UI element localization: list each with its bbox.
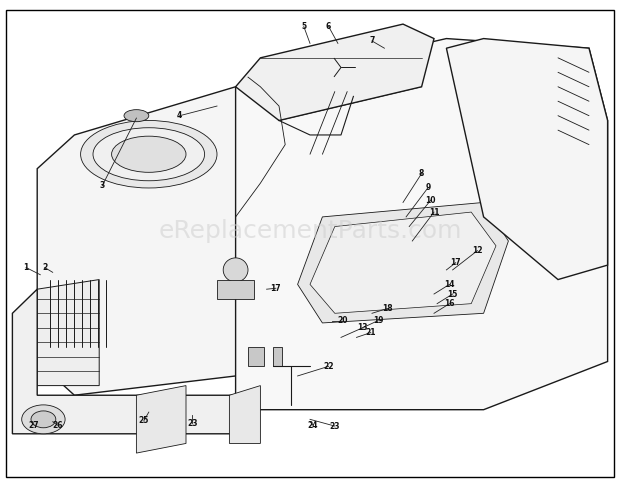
Text: 25: 25 [139,416,149,425]
Text: 3: 3 [100,181,105,190]
Ellipse shape [327,56,355,79]
Ellipse shape [31,411,56,428]
Polygon shape [12,289,236,434]
Bar [248,347,264,366]
Text: 20: 20 [337,316,347,325]
Polygon shape [446,39,608,280]
Text: 16: 16 [445,299,454,308]
Bar [273,347,282,366]
Text: 21: 21 [366,328,376,337]
Text: 22: 22 [324,362,334,371]
Text: 17: 17 [450,258,461,267]
Text: 8: 8 [419,169,424,178]
Text: 17: 17 [270,284,281,293]
Text: 2: 2 [42,263,47,272]
Text: 12: 12 [472,246,482,255]
Text: 6: 6 [326,22,331,31]
Ellipse shape [81,120,217,188]
Text: 1: 1 [24,263,29,272]
Ellipse shape [93,128,205,181]
Text: 23: 23 [330,422,340,430]
Text: 23: 23 [187,419,197,428]
Text: 18: 18 [382,304,393,313]
Ellipse shape [336,64,346,71]
Bar [217,280,254,299]
Text: 5: 5 [301,22,306,31]
Text: 14: 14 [445,280,454,289]
Text: 27: 27 [29,421,40,429]
Text: 13: 13 [358,323,368,332]
Text: 15: 15 [448,290,458,298]
Polygon shape [37,87,279,395]
Text: 26: 26 [53,421,63,429]
Polygon shape [310,212,496,313]
Polygon shape [260,39,422,120]
Text: eReplacementParts.com: eReplacementParts.com [158,219,462,243]
Text: 4: 4 [177,111,182,120]
Text: 19: 19 [373,316,383,325]
Text: 7: 7 [370,37,374,45]
Text: 10: 10 [426,196,436,204]
Ellipse shape [22,405,65,434]
Polygon shape [236,39,608,410]
Ellipse shape [317,50,365,86]
Polygon shape [236,24,434,120]
Polygon shape [136,386,186,453]
Text: 9: 9 [425,184,430,192]
Ellipse shape [124,109,149,121]
Polygon shape [298,202,508,323]
Ellipse shape [223,258,248,282]
Polygon shape [229,386,260,443]
Text: 11: 11 [429,208,439,216]
Text: 24: 24 [308,421,318,429]
Polygon shape [37,280,99,386]
Ellipse shape [112,136,186,173]
